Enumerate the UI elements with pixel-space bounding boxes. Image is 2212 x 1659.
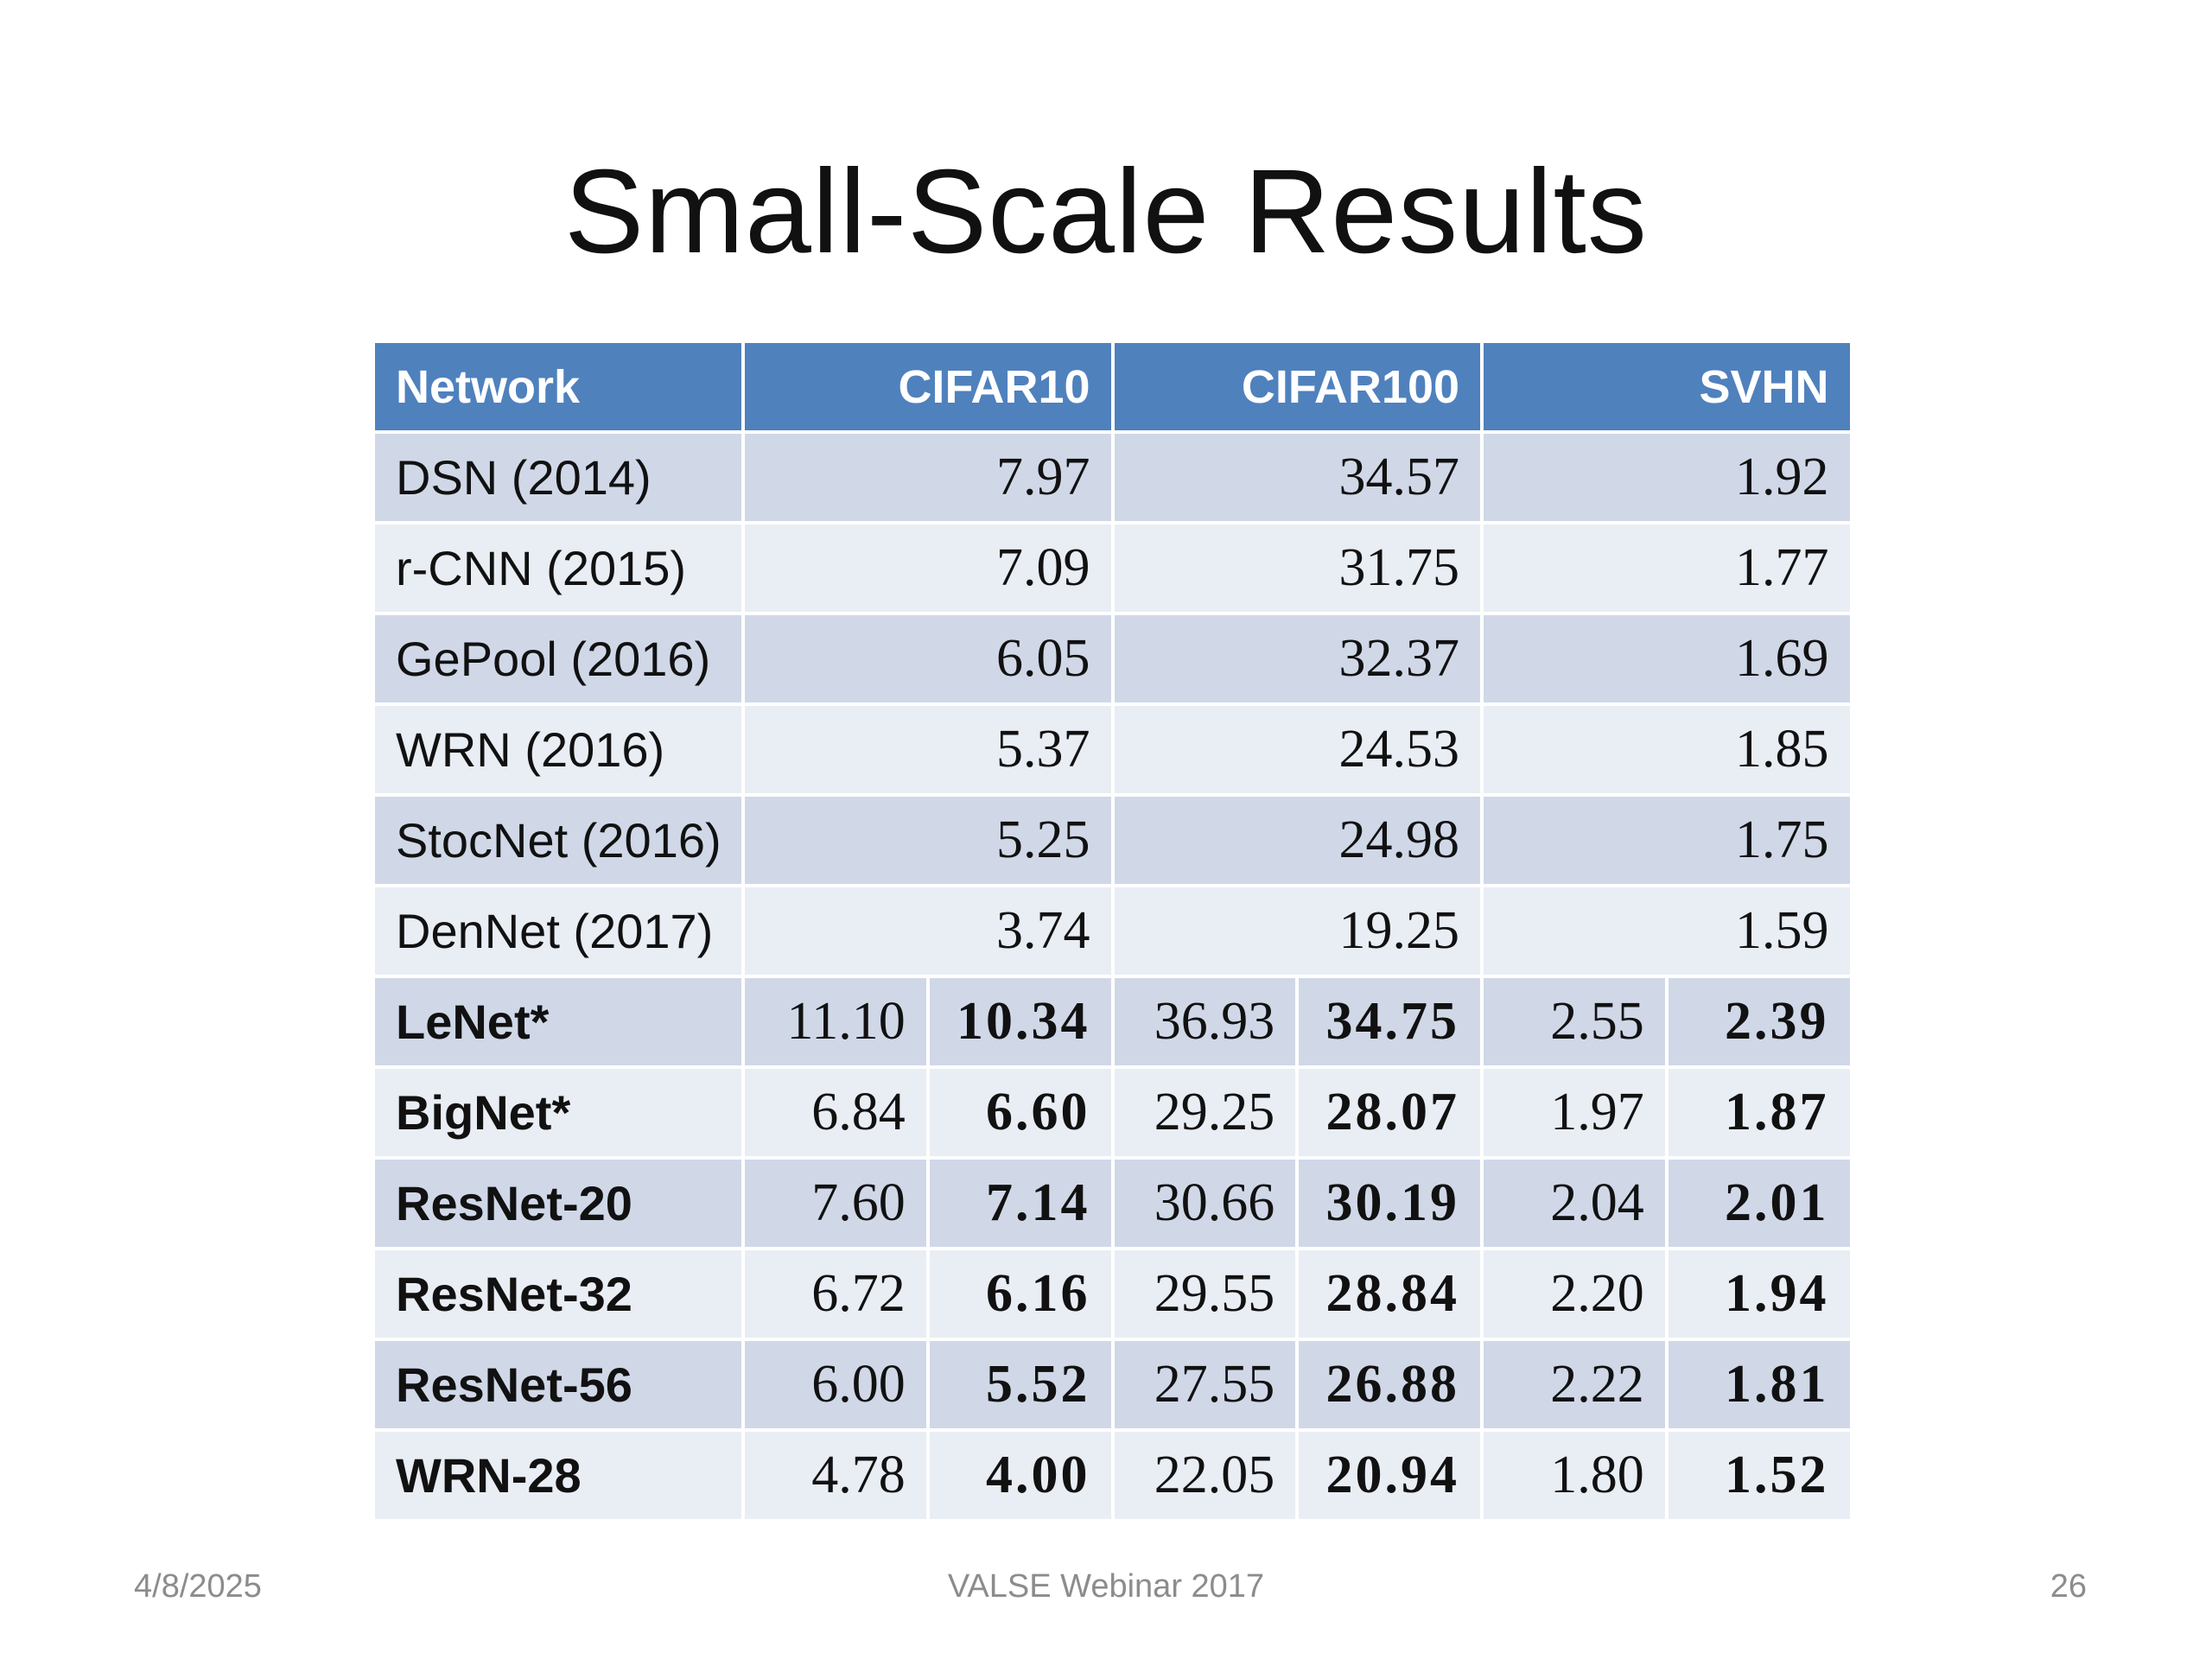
cifar100-error: 19.25 [1110,884,1484,978]
table-row: ResNet-20 7.60 7.14 30.66 30.19 2.04 2.0… [372,1156,1853,1250]
network-name: LeNet* [372,975,745,1069]
footer-event: VALSE Webinar 2017 [947,1568,1265,1605]
svhn-improved-error: 1.52 [1664,1428,1853,1522]
cifar100-original-error: 29.25 [1110,1065,1300,1160]
svhn-original-error: 2.22 [1480,1338,1669,1432]
network-name: WRN-28 [372,1428,745,1522]
cifar10-original-error: 11.10 [741,975,930,1069]
cifar100-original-error: 36.93 [1110,975,1300,1069]
table-row: WRN-28 4.78 4.00 22.05 20.94 1.80 1.52 [372,1428,1853,1522]
svhn-error: 1.75 [1480,793,1853,887]
svhn-improved-error: 1.94 [1664,1247,1853,1341]
cifar100-error: 31.75 [1110,521,1484,615]
cifar10-error: 5.37 [741,702,1115,797]
cifar10-improved-error: 4.00 [925,1428,1115,1522]
cifar100-improved-error: 26.88 [1295,1338,1484,1432]
table-row: DenNet (2017) 3.74 19.25 1.59 [372,884,1853,978]
cifar10-improved-error: 5.52 [925,1338,1115,1432]
header-cifar100: CIFAR100 [1110,340,1484,434]
cifar10-improved-error: 6.16 [925,1247,1115,1341]
cifar100-improved-error: 28.07 [1295,1065,1484,1160]
cifar10-original-error: 6.72 [741,1247,930,1341]
cifar100-original-error: 29.55 [1110,1247,1300,1341]
cifar100-original-error: 22.05 [1110,1428,1300,1522]
network-name: ResNet-56 [372,1338,745,1432]
table-row: DSN (2014) 7.97 34.57 1.92 [372,430,1853,524]
header-network: Network [372,340,745,434]
cifar10-original-error: 6.84 [741,1065,930,1160]
cifar10-improved-error: 7.14 [925,1156,1115,1250]
cifar100-improved-error: 20.94 [1295,1428,1484,1522]
table-row: BigNet* 6.84 6.60 29.25 28.07 1.97 1.87 [372,1065,1853,1160]
cifar100-error: 32.37 [1110,612,1484,706]
cifar10-error: 6.05 [741,612,1115,706]
network-name: ResNet-32 [372,1247,745,1341]
cifar10-original-error: 4.78 [741,1428,930,1522]
svhn-original-error: 1.80 [1480,1428,1669,1522]
svhn-original-error: 2.04 [1480,1156,1669,1250]
cifar10-error: 5.25 [741,793,1115,887]
network-name: DenNet (2017) [372,884,745,978]
svhn-original-error: 2.20 [1480,1247,1669,1341]
network-name: DSN (2014) [372,430,745,524]
svhn-improved-error: 2.39 [1664,975,1853,1069]
svhn-error: 1.77 [1480,521,1853,615]
table-row: WRN (2016) 5.37 24.53 1.85 [372,702,1853,797]
cifar10-error: 3.74 [741,884,1115,978]
table-row: ResNet-32 6.72 6.16 29.55 28.84 2.20 1.9… [372,1247,1853,1341]
table-row: GePool (2016) 6.05 32.37 1.69 [372,612,1853,706]
cifar10-improved-error: 6.60 [925,1065,1115,1160]
table-header-row: Network CIFAR10 CIFAR100 SVHN [372,340,1853,434]
results-table: Network CIFAR10 CIFAR100 SVHN DSN (2014)… [372,340,1853,1522]
footer-date: 4/8/2025 [134,1568,262,1605]
cifar100-improved-error: 34.75 [1295,975,1484,1069]
table-row: StocNet (2016) 5.25 24.98 1.75 [372,793,1853,887]
table-row: ResNet-56 6.00 5.52 27.55 26.88 2.22 1.8… [372,1338,1853,1432]
svhn-original-error: 1.97 [1480,1065,1669,1160]
svhn-original-error: 2.55 [1480,975,1669,1069]
svhn-error: 1.92 [1480,430,1853,524]
cifar10-original-error: 6.00 [741,1338,930,1432]
network-name: GePool (2016) [372,612,745,706]
cifar100-original-error: 27.55 [1110,1338,1300,1432]
cifar100-original-error: 30.66 [1110,1156,1300,1250]
cifar100-error: 24.53 [1110,702,1484,797]
cifar10-original-error: 7.60 [741,1156,930,1250]
slide-title: Small-Scale Results [564,145,1648,278]
network-name: WRN (2016) [372,702,745,797]
svhn-improved-error: 2.01 [1664,1156,1853,1250]
svhn-error: 1.85 [1480,702,1853,797]
network-name: BigNet* [372,1065,745,1160]
header-cifar10: CIFAR10 [741,340,1115,434]
network-name: ResNet-20 [372,1156,745,1250]
svhn-improved-error: 1.81 [1664,1338,1853,1432]
table-row: LeNet* 11.10 10.34 36.93 34.75 2.55 2.39 [372,975,1853,1069]
svhn-error: 1.69 [1480,612,1853,706]
svhn-improved-error: 1.87 [1664,1065,1853,1160]
cifar10-improved-error: 10.34 [925,975,1115,1069]
cifar10-error: 7.97 [741,430,1115,524]
cifar100-error: 34.57 [1110,430,1484,524]
header-svhn: SVHN [1480,340,1853,434]
network-name: r-CNN (2015) [372,521,745,615]
table-row: r-CNN (2015) 7.09 31.75 1.77 [372,521,1853,615]
network-name: StocNet (2016) [372,793,745,887]
cifar100-error: 24.98 [1110,793,1484,887]
slide-number: 26 [2050,1568,2087,1605]
cifar100-improved-error: 30.19 [1295,1156,1484,1250]
svhn-error: 1.59 [1480,884,1853,978]
cifar100-improved-error: 28.84 [1295,1247,1484,1341]
cifar10-error: 7.09 [741,521,1115,615]
